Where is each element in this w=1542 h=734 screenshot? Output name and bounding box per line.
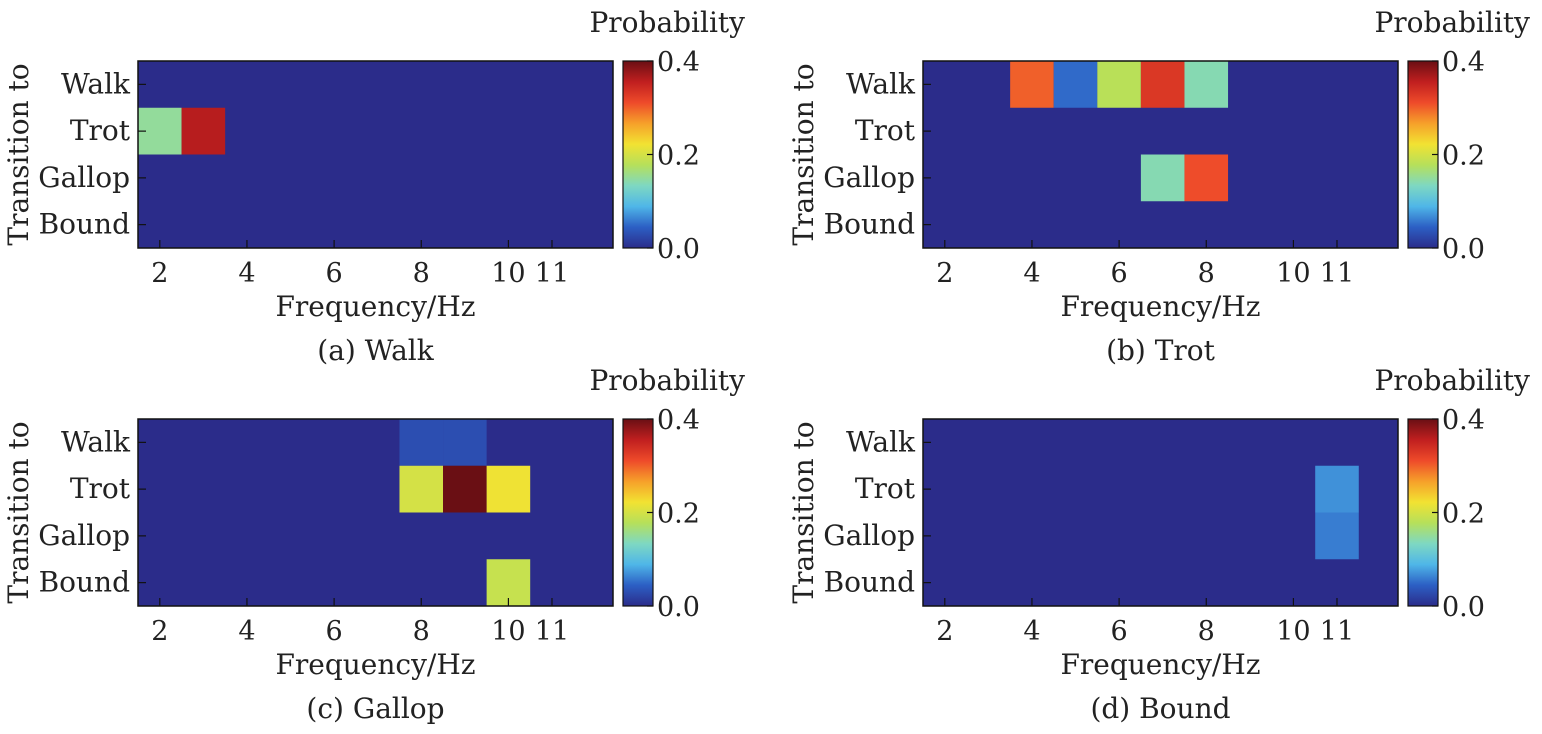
y-tick-label: Walk (846, 67, 916, 100)
x-tick-label: 10 (1276, 616, 1310, 647)
x-tick-label: 11 (535, 616, 569, 647)
subplot-caption: (a) Walk (317, 334, 434, 367)
heat-cell-gallop-11 (1315, 512, 1359, 560)
y-tick-label: Gallop (823, 519, 915, 552)
x-tick-label: 4 (1023, 616, 1040, 647)
heat-cell-trot-8 (399, 465, 444, 513)
heat-cell-gallop-8 (1184, 154, 1229, 202)
panel-trot: Walk Trot Gallop Bound 2 4 6 8 10 11 Frequency/Hz T… (785, 0, 1542, 367)
subplot-caption: (b) Trot (1106, 334, 1216, 367)
x-tick-label: 6 (326, 258, 343, 289)
heatmap-bound: Walk Trot Gallop Bound 2 4 6 8 10 11 Frequency/Hz T… (787, 364, 1530, 725)
heat-cell-trot-11 (1315, 465, 1359, 513)
y-tick-label: Trot (855, 114, 916, 147)
heatmap-walk: Walk Trot Gallop Bound 2 4 6 8 10 11 Frequency/Hz T… (2, 6, 745, 367)
x-tick-label: 8 (1198, 258, 1215, 289)
x-axis-label: Frequency/Hz (1060, 648, 1260, 681)
y-tick-label: Bound (39, 566, 131, 599)
x-tick-label: 6 (1111, 258, 1128, 289)
x-tick-label: 11 (535, 258, 569, 289)
panel-gallop: Walk Trot Gallop Bound 2 4 6 8 10 11 Frequency/Hz T… (0, 358, 771, 725)
subplot-caption: (d) Bound (1090, 692, 1230, 725)
x-tick-label: 6 (326, 616, 343, 647)
heat-cell-walk-6 (1097, 61, 1141, 108)
colorbar-tick-label: 0.2 (1442, 499, 1485, 530)
colorbar-tick-label: 0.2 (1442, 141, 1485, 172)
panel-bound: Walk Trot Gallop Bound 2 4 6 8 10 11 Frequency/Hz T… (785, 358, 1542, 725)
plot-frame (922, 418, 1399, 607)
x-tick-label: 10 (491, 258, 525, 289)
x-tick-label: 10 (1276, 258, 1310, 289)
x-tick-label: 10 (491, 616, 525, 647)
heat-cell-walk-9 (443, 419, 487, 466)
colorbar-title: Probability (1374, 364, 1530, 397)
colorbar-tick-label: 0.0 (657, 592, 700, 623)
colorbar-tick-label: 0.2 (657, 141, 700, 172)
heatmap-gallop: Walk Trot Gallop Bound 2 4 6 8 10 11 Frequency/Hz T… (2, 364, 745, 725)
x-tick-label: 6 (1111, 616, 1128, 647)
colorbar-title: Probability (589, 364, 745, 397)
colorbar-title: Probability (589, 6, 745, 39)
colorbar-tick-label: 0.2 (657, 499, 700, 530)
x-axis-label: Frequency/Hz (1060, 290, 1260, 323)
x-tick-label: 4 (238, 616, 255, 647)
plot-frame (137, 60, 614, 249)
subplot-caption: (c) Gallop (306, 692, 444, 725)
y-axis-label: Transition to (2, 63, 35, 245)
x-tick-label: 4 (1023, 258, 1040, 289)
y-axis-label: Transition to (2, 421, 35, 603)
y-axis-label: Transition to (787, 63, 820, 245)
y-tick-label: Walk (61, 67, 131, 100)
y-tick-label: Trot (855, 472, 916, 505)
heat-cell-gallop-7 (1140, 154, 1185, 202)
heat-cell-trot-10 (486, 465, 531, 513)
y-tick-label: Gallop (38, 161, 130, 194)
y-axis-label: Transition to (787, 421, 820, 603)
heat-cell-walk-5 (1053, 61, 1098, 108)
colorbar-tick-label: 0.0 (1442, 234, 1485, 265)
heat-cell-trot-3 (181, 107, 226, 155)
y-tick-label: Gallop (823, 161, 915, 194)
y-tick-label: Walk (61, 425, 131, 458)
x-tick-label: 4 (238, 258, 255, 289)
plot-background (138, 419, 613, 606)
colorbar-tick-label: 0.0 (657, 234, 700, 265)
y-tick-label: Gallop (38, 519, 130, 552)
y-tick-label: Walk (846, 425, 916, 458)
heatmap-trot: Walk Trot Gallop Bound 2 4 6 8 10 11 Frequency/Hz T… (787, 6, 1530, 367)
heat-cell-walk-8 (1184, 61, 1229, 108)
x-tick-label: 2 (151, 616, 168, 647)
x-tick-label: 8 (1198, 616, 1215, 647)
y-tick-label: Bound (39, 208, 131, 241)
panel-walk: Walk Trot Gallop Bound 2 4 6 8 10 11 Frequency/Hz T… (0, 0, 771, 367)
x-tick-label: 11 (1320, 258, 1354, 289)
colorbar-tick-label: 0.4 (1442, 405, 1485, 436)
colorbar-tick-label: 0.4 (1442, 47, 1485, 78)
y-tick-label: Trot (70, 472, 131, 505)
colorbar-tick-label: 0.4 (657, 47, 700, 78)
y-tick-label: Bound (824, 566, 916, 599)
x-tick-label: 2 (936, 616, 953, 647)
heat-cell-walk-4 (1010, 61, 1054, 108)
x-tick-label: 2 (936, 258, 953, 289)
plot-frame (922, 60, 1399, 249)
x-axis-label: Frequency/Hz (275, 290, 475, 323)
y-tick-label: Trot (70, 114, 131, 147)
x-tick-label: 2 (151, 258, 168, 289)
x-tick-label: 11 (1320, 616, 1354, 647)
colorbar-tick-label: 0.0 (1442, 592, 1485, 623)
colorbar-tick-label: 0.4 (657, 405, 700, 436)
x-tick-label: 8 (413, 616, 430, 647)
heat-cell-trot-9 (443, 465, 487, 513)
y-tick-label: Bound (824, 208, 916, 241)
plot-frame (137, 418, 614, 607)
colorbar-title: Probability (1374, 6, 1530, 39)
heat-cell-walk-7 (1140, 61, 1185, 108)
x-tick-label: 8 (413, 258, 430, 289)
x-axis-label: Frequency/Hz (275, 648, 475, 681)
heat-cell-walk-8 (399, 419, 444, 466)
